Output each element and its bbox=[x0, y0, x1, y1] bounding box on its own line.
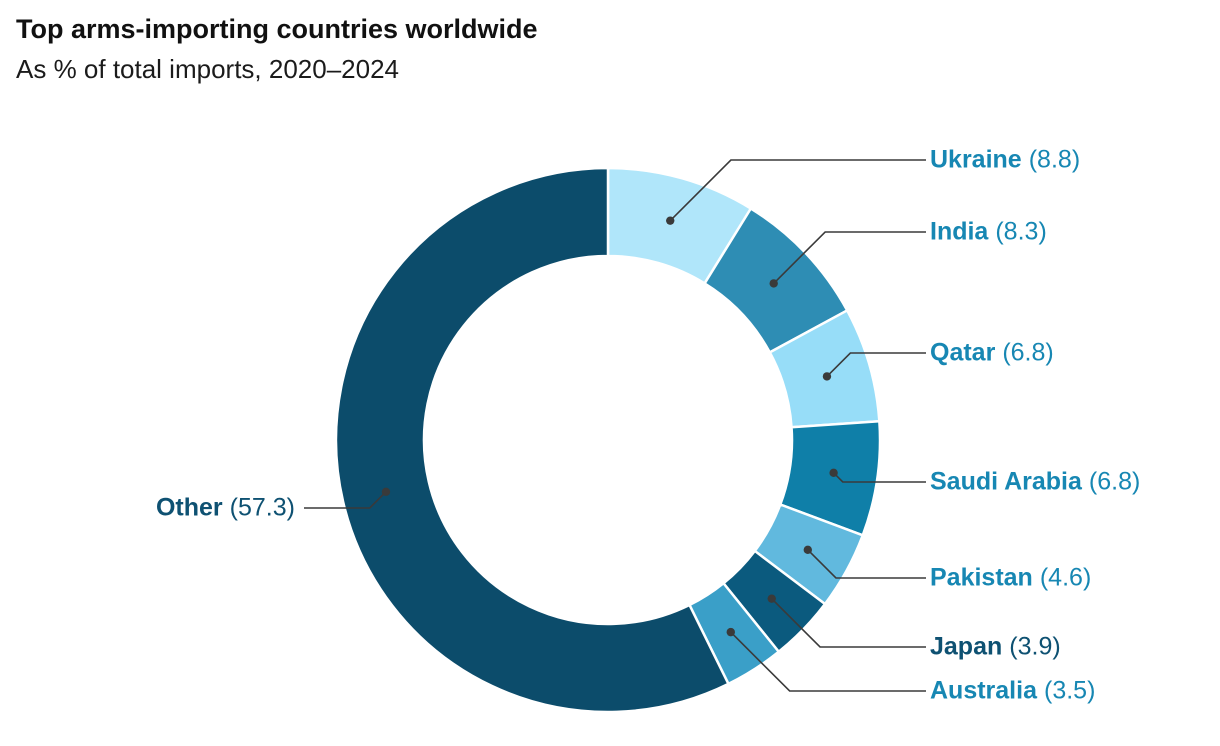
slice-label-name: India bbox=[930, 217, 989, 246]
slice-label-value: 8.8 bbox=[1029, 146, 1080, 174]
leader-dot bbox=[381, 487, 391, 497]
slice-label-name: Pakistan bbox=[930, 563, 1033, 592]
slice-label-value: 6.8 bbox=[1089, 468, 1140, 496]
leader-dot bbox=[769, 279, 778, 288]
leader-line bbox=[773, 231, 926, 284]
slice-label-value: 6.8 bbox=[1002, 339, 1053, 367]
donut-slice-other bbox=[334, 166, 730, 714]
leader-line bbox=[826, 352, 926, 377]
slice-label-australia: Australia3.5 bbox=[930, 676, 1095, 705]
leader-line bbox=[669, 159, 926, 222]
slice-label-name: Ukraine bbox=[930, 145, 1022, 174]
leader-line bbox=[807, 549, 926, 579]
leader-dot bbox=[666, 216, 675, 225]
leader-dot bbox=[822, 372, 832, 381]
slice-label-name: Qatar bbox=[930, 338, 996, 367]
leader-line bbox=[730, 631, 926, 692]
slice-label-qatar: Qatar6.8 bbox=[930, 338, 1054, 367]
slice-label-pakistan: Pakistan4.6 bbox=[930, 563, 1091, 592]
leader-dot bbox=[803, 545, 812, 555]
leader-dot bbox=[767, 594, 776, 603]
leader-line bbox=[304, 491, 387, 509]
leader-dot bbox=[829, 468, 838, 478]
chart-title: Top arms-importing countries worldwide bbox=[16, 14, 538, 44]
slice-label-saudi-arabia: Saudi Arabia6.8 bbox=[930, 467, 1140, 496]
slice-label-name: Japan bbox=[930, 632, 1003, 661]
slice-label-japan: Japan3.9 bbox=[930, 632, 1061, 661]
slice-label-name: Australia bbox=[930, 676, 1037, 705]
slice-label-ukraine: Ukraine8.8 bbox=[930, 145, 1080, 174]
slice-label-value: 4.6 bbox=[1040, 564, 1091, 592]
slice-label-value: 57.3 bbox=[230, 494, 295, 522]
leader-line bbox=[833, 472, 926, 483]
chart-subtitle: As % of total imports, 2020–2024 bbox=[16, 54, 400, 84]
slice-label-name: Saudi Arabia bbox=[930, 467, 1082, 496]
slice-label-india: India8.3 bbox=[930, 217, 1047, 246]
slice-label-other: Other57.3 bbox=[155, 493, 295, 522]
chart-header: Top arms-importing countries worldwide A… bbox=[16, 14, 538, 85]
slice-label-name: Other bbox=[155, 493, 223, 522]
leader-line bbox=[771, 598, 926, 648]
leader-dot bbox=[726, 627, 735, 637]
slice-label-value: 3.5 bbox=[1044, 677, 1095, 705]
slice-label-value: 3.9 bbox=[1009, 633, 1060, 661]
slice-label-value: 8.3 bbox=[995, 218, 1046, 246]
